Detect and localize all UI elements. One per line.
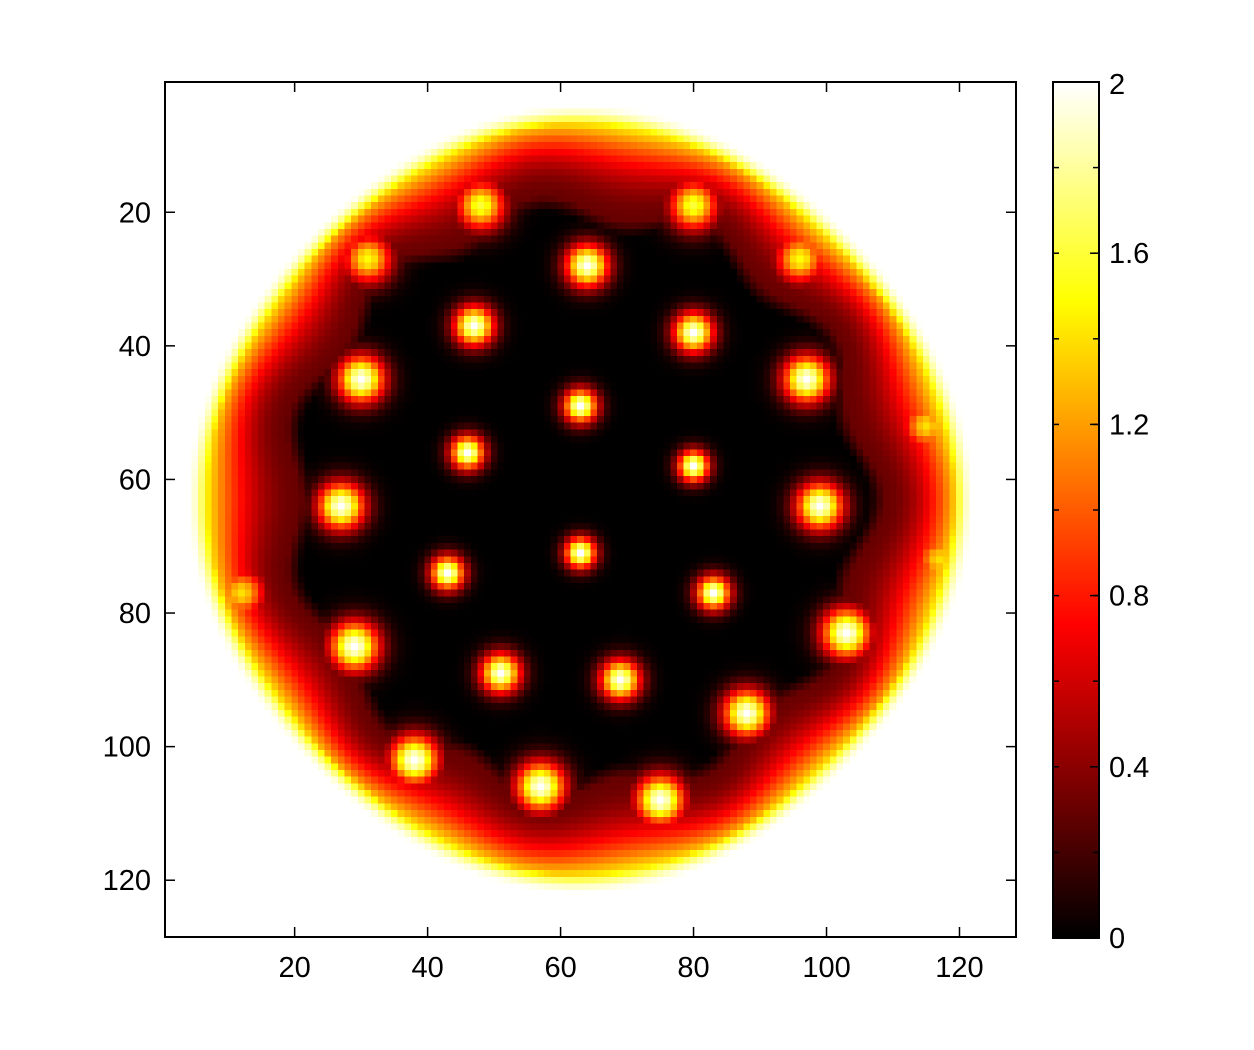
y-tick-label: 120 — [103, 865, 151, 897]
colorbar-frame — [1052, 81, 1100, 939]
y-tick-label: 80 — [119, 598, 151, 630]
colorbar-tick-label: 1.2 — [1109, 409, 1149, 441]
colorbar-tick-label: 2 — [1109, 69, 1125, 101]
heatmap-image — [165, 82, 1016, 937]
colorbar-gradient — [1053, 82, 1099, 938]
colorbar-tick-label: 0.4 — [1109, 752, 1149, 784]
y-axis-ticks: 20 40 60 80 100 120 — [103, 197, 1016, 897]
x-axis-ticks: 20 40 60 80 100 120 — [279, 82, 984, 984]
colorbar-ticks: 0 0.4 0.8 1.2 1.6 2 — [1053, 69, 1149, 955]
x-tick-label: 40 — [411, 952, 443, 984]
colorbar-tick-label: 0 — [1109, 923, 1125, 955]
y-tick-label: 40 — [119, 331, 151, 363]
x-tick-label: 20 — [279, 952, 311, 984]
y-tick-label: 60 — [119, 464, 151, 496]
y-tick-label: 100 — [103, 732, 151, 764]
x-tick-label: 80 — [677, 952, 709, 984]
x-tick-label: 120 — [935, 952, 983, 984]
x-tick-label: 100 — [802, 952, 850, 984]
x-tick-label: 60 — [544, 952, 576, 984]
colorbar-tick-label: 1.6 — [1109, 238, 1149, 270]
y-tick-label: 20 — [119, 197, 151, 229]
plot-frame — [164, 81, 1017, 938]
colorbar-tick-label: 0.8 — [1109, 581, 1149, 613]
